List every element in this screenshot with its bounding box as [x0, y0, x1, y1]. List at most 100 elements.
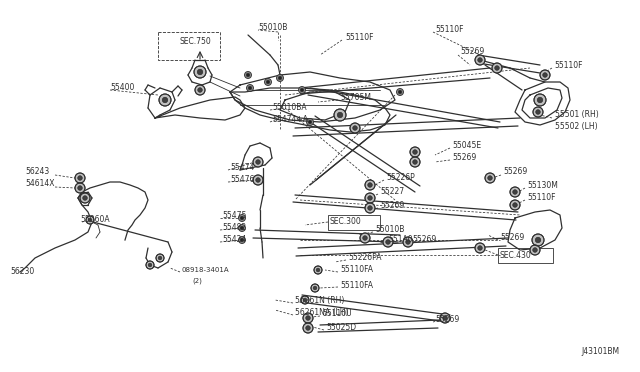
Circle shape	[410, 157, 420, 167]
Circle shape	[334, 109, 346, 121]
Text: 56261N (RH): 56261N (RH)	[295, 295, 344, 305]
Circle shape	[163, 97, 168, 103]
Circle shape	[77, 176, 83, 180]
Text: 551A0: 551A0	[388, 235, 413, 244]
Circle shape	[194, 66, 206, 78]
Circle shape	[248, 86, 252, 90]
Text: 55474: 55474	[230, 164, 254, 173]
Circle shape	[195, 85, 205, 95]
Circle shape	[75, 173, 85, 183]
Circle shape	[256, 160, 260, 164]
Text: 56230: 56230	[10, 267, 35, 276]
Circle shape	[83, 196, 87, 200]
Circle shape	[383, 237, 393, 247]
Circle shape	[240, 216, 244, 220]
Circle shape	[246, 73, 250, 77]
Text: 55502 (LH): 55502 (LH)	[555, 122, 598, 131]
Circle shape	[197, 69, 203, 75]
Circle shape	[298, 87, 305, 93]
Circle shape	[540, 70, 550, 80]
Circle shape	[276, 74, 284, 81]
Circle shape	[303, 298, 307, 302]
Circle shape	[397, 89, 403, 96]
Circle shape	[308, 120, 312, 124]
Circle shape	[510, 200, 520, 210]
Circle shape	[278, 76, 282, 80]
Text: 55269: 55269	[380, 201, 404, 209]
Bar	[158, 32, 220, 60]
Text: 55110F: 55110F	[435, 26, 463, 35]
Text: 55269: 55269	[460, 48, 484, 57]
Text: 55010BA: 55010BA	[272, 103, 307, 112]
Circle shape	[513, 203, 517, 207]
Circle shape	[311, 284, 319, 292]
Circle shape	[413, 160, 417, 164]
Circle shape	[513, 190, 517, 194]
Circle shape	[533, 107, 543, 117]
Text: 55130M: 55130M	[527, 182, 558, 190]
Text: 08918-3401A: 08918-3401A	[182, 267, 230, 273]
Circle shape	[159, 94, 171, 106]
Circle shape	[350, 123, 360, 133]
Circle shape	[532, 248, 537, 252]
Circle shape	[239, 237, 246, 244]
Text: 55475: 55475	[222, 212, 246, 221]
Circle shape	[365, 203, 375, 213]
Bar	[498, 248, 553, 263]
Text: (2): (2)	[192, 278, 202, 284]
Circle shape	[240, 226, 244, 230]
Circle shape	[313, 286, 317, 290]
Text: SEC.750: SEC.750	[179, 38, 211, 46]
Text: SEC.430: SEC.430	[500, 251, 532, 260]
Circle shape	[413, 150, 417, 154]
Circle shape	[368, 183, 372, 187]
Circle shape	[75, 183, 85, 193]
Text: 55226P: 55226P	[386, 173, 415, 183]
Circle shape	[360, 233, 370, 243]
Circle shape	[365, 180, 375, 190]
Text: 55110F: 55110F	[554, 61, 582, 70]
Circle shape	[246, 84, 253, 92]
Text: 55400: 55400	[110, 83, 134, 93]
Text: 55269: 55269	[412, 235, 436, 244]
Circle shape	[535, 237, 541, 243]
Circle shape	[475, 55, 485, 65]
Circle shape	[306, 316, 310, 320]
Bar	[328, 215, 380, 230]
Circle shape	[410, 147, 420, 157]
Text: 55482: 55482	[222, 224, 246, 232]
Circle shape	[316, 268, 320, 272]
Text: 55025D: 55025D	[326, 324, 356, 333]
Text: 55269: 55269	[500, 234, 524, 243]
Circle shape	[156, 254, 164, 262]
Circle shape	[532, 234, 544, 246]
Circle shape	[239, 224, 246, 231]
Circle shape	[264, 78, 271, 86]
Text: SEC.300: SEC.300	[330, 218, 362, 227]
Circle shape	[538, 97, 543, 103]
Circle shape	[386, 240, 390, 244]
Circle shape	[198, 88, 202, 92]
Text: 55045E: 55045E	[452, 141, 481, 150]
Circle shape	[158, 256, 162, 260]
Circle shape	[477, 246, 483, 250]
Circle shape	[363, 236, 367, 240]
Circle shape	[485, 173, 495, 183]
Circle shape	[510, 187, 520, 197]
Circle shape	[368, 196, 372, 200]
Circle shape	[240, 238, 244, 242]
Text: 55010B: 55010B	[375, 225, 404, 234]
Circle shape	[80, 193, 90, 203]
Circle shape	[406, 240, 410, 244]
Circle shape	[306, 326, 310, 330]
Text: 55705M: 55705M	[340, 93, 371, 103]
Circle shape	[148, 263, 152, 267]
Circle shape	[314, 266, 322, 274]
Circle shape	[307, 119, 314, 125]
Text: J43101BM: J43101BM	[582, 347, 620, 356]
Text: 56261NA (LH): 56261NA (LH)	[295, 308, 349, 317]
Text: 55226PA: 55226PA	[348, 253, 381, 263]
Text: 55110F: 55110F	[527, 193, 556, 202]
Text: 54614X: 54614X	[25, 180, 54, 189]
Circle shape	[239, 215, 246, 221]
